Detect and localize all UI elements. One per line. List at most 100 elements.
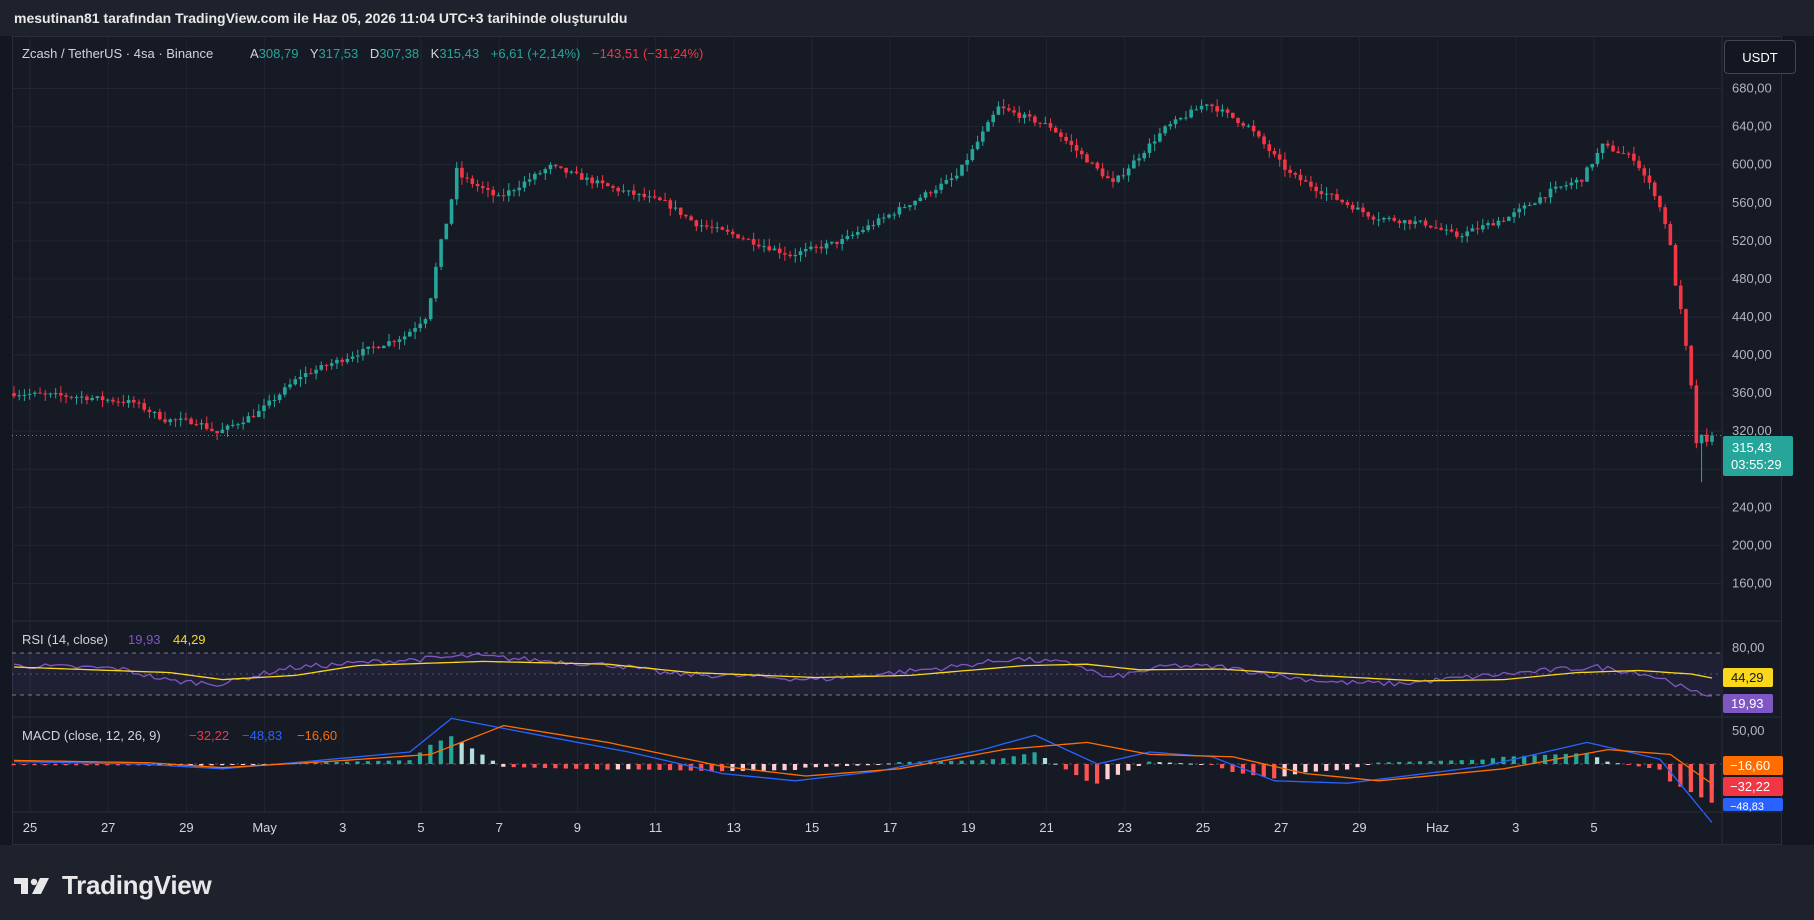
candle-body <box>1137 158 1141 160</box>
macd-hist-bar <box>1085 764 1089 781</box>
candle-body <box>1710 436 1714 442</box>
price-tick-label: 480,00 <box>1732 271 1772 286</box>
candle-body <box>1611 146 1615 152</box>
macd-hist-bar <box>1137 764 1141 766</box>
candle-body <box>450 199 454 223</box>
candle-body <box>1283 160 1287 170</box>
macd-signal-axis-value: −16,60 <box>1730 758 1770 773</box>
macd-hist-bar <box>762 764 766 771</box>
candle-body <box>1080 151 1084 155</box>
candle-body <box>1372 217 1376 220</box>
macd-hist-bar <box>12 764 16 765</box>
candle-body <box>668 200 672 208</box>
candle-body <box>221 430 225 433</box>
candle-body <box>674 208 678 209</box>
candle-body <box>882 217 886 218</box>
candle-body <box>262 405 266 411</box>
macd-hist-bar <box>355 761 359 764</box>
macd-hist-bar <box>397 760 401 764</box>
candle-body <box>1507 217 1511 221</box>
rsi-title[interactable]: RSI (14, close) <box>22 632 108 647</box>
candle-body <box>486 188 490 190</box>
candle-body <box>971 149 975 160</box>
main-legend[interactable]: Zcash / TetherUS · 4sa · Binance A308,79… <box>22 46 703 61</box>
candle-body <box>413 328 417 332</box>
candle-body <box>991 115 995 122</box>
macd-title[interactable]: MACD (close, 12, 26, 9) <box>22 728 161 743</box>
candle-body <box>361 349 365 356</box>
time-tick-label: 29 <box>1352 820 1366 835</box>
candle-body <box>1679 286 1683 310</box>
candle-body <box>752 239 756 245</box>
macd-hist-bar <box>480 755 484 764</box>
candle-body <box>283 387 287 394</box>
candle-body <box>424 319 428 324</box>
candle-body <box>1517 209 1521 213</box>
candle-body <box>580 173 584 180</box>
candle-body <box>1023 114 1027 118</box>
close-value: 315,43 <box>439 46 479 61</box>
candle-body <box>1460 236 1464 237</box>
candle-body <box>1658 196 1662 207</box>
symbol-title[interactable]: Zcash / TetherUS · 4sa · Binance <box>22 46 213 61</box>
candle-body <box>85 397 89 400</box>
change-value: +6,61 (+2,14%) <box>491 46 581 61</box>
candle-body <box>1533 203 1537 205</box>
time-axis[interactable]: 252729May357911131517192123252729Haz35 <box>23 820 1598 835</box>
tradingview-logo[interactable]: TradingView <box>14 870 211 901</box>
candle-body <box>356 356 360 357</box>
footer-bar <box>0 845 1814 920</box>
macd-hist-bar <box>793 764 797 770</box>
time-tick-label: 3 <box>339 820 346 835</box>
candle-body <box>1689 346 1693 386</box>
macd-hist-bar <box>1303 764 1307 772</box>
price-axis[interactable]: 680,00640,00600,00560,00520,00480,00440,… <box>1732 81 1772 591</box>
candle-body <box>1002 106 1006 108</box>
open-label: A <box>250 46 259 61</box>
price-tick-label: 360,00 <box>1732 385 1772 400</box>
candle-body <box>762 246 766 247</box>
macd-legend[interactable]: MACD (close, 12, 26, 9) −32,22 −48,83 −1… <box>22 728 337 743</box>
candle-body <box>366 347 370 349</box>
candle-body <box>1153 142 1157 144</box>
candle-body <box>460 168 464 178</box>
candle-body <box>189 419 193 424</box>
macd-hist-bar <box>1710 764 1714 788</box>
macd-signal-axis-label: −16,60 <box>1723 756 1783 775</box>
candle-body <box>1570 183 1574 186</box>
candle-body <box>1044 123 1048 124</box>
macd-hist-bar <box>1543 755 1547 764</box>
candle-body <box>1278 154 1282 159</box>
candle-body <box>215 431 219 433</box>
candle-body <box>267 401 271 406</box>
candle-body <box>1299 175 1303 180</box>
time-tick-label: Haz <box>1426 820 1449 835</box>
candle-body <box>1564 185 1568 186</box>
macd-line-axis-label: −48,83 <box>1723 798 1783 813</box>
chart-canvas[interactable]: 680,00640,00600,00560,00520,00480,00440,… <box>0 0 1814 845</box>
candle-body <box>1330 194 1334 195</box>
candle-body <box>929 192 933 193</box>
candle-body <box>840 239 844 244</box>
candle-body <box>111 400 115 402</box>
candle-body <box>757 245 761 247</box>
macd-hist-bar <box>1647 764 1651 768</box>
candle-body <box>726 230 730 232</box>
candle-body <box>866 225 870 230</box>
macd-hist-bar <box>230 764 234 765</box>
candle-body <box>559 166 563 168</box>
candle-body <box>387 341 391 346</box>
candle-body <box>1241 123 1245 126</box>
candle-body <box>1382 218 1386 219</box>
candle-body <box>1017 113 1021 118</box>
rsi-legend[interactable]: RSI (14, close) 19,93 44,29 <box>22 632 206 647</box>
open-value: 308,79 <box>259 46 299 61</box>
candle-body <box>325 365 329 366</box>
macd-hist-bar <box>501 764 505 767</box>
candle-body <box>1674 245 1678 286</box>
currency-button[interactable]: USDT <box>1724 40 1796 74</box>
candle-body <box>1392 218 1396 221</box>
candle-body <box>616 188 620 191</box>
candle-body <box>69 397 73 398</box>
candle-body <box>288 384 292 387</box>
